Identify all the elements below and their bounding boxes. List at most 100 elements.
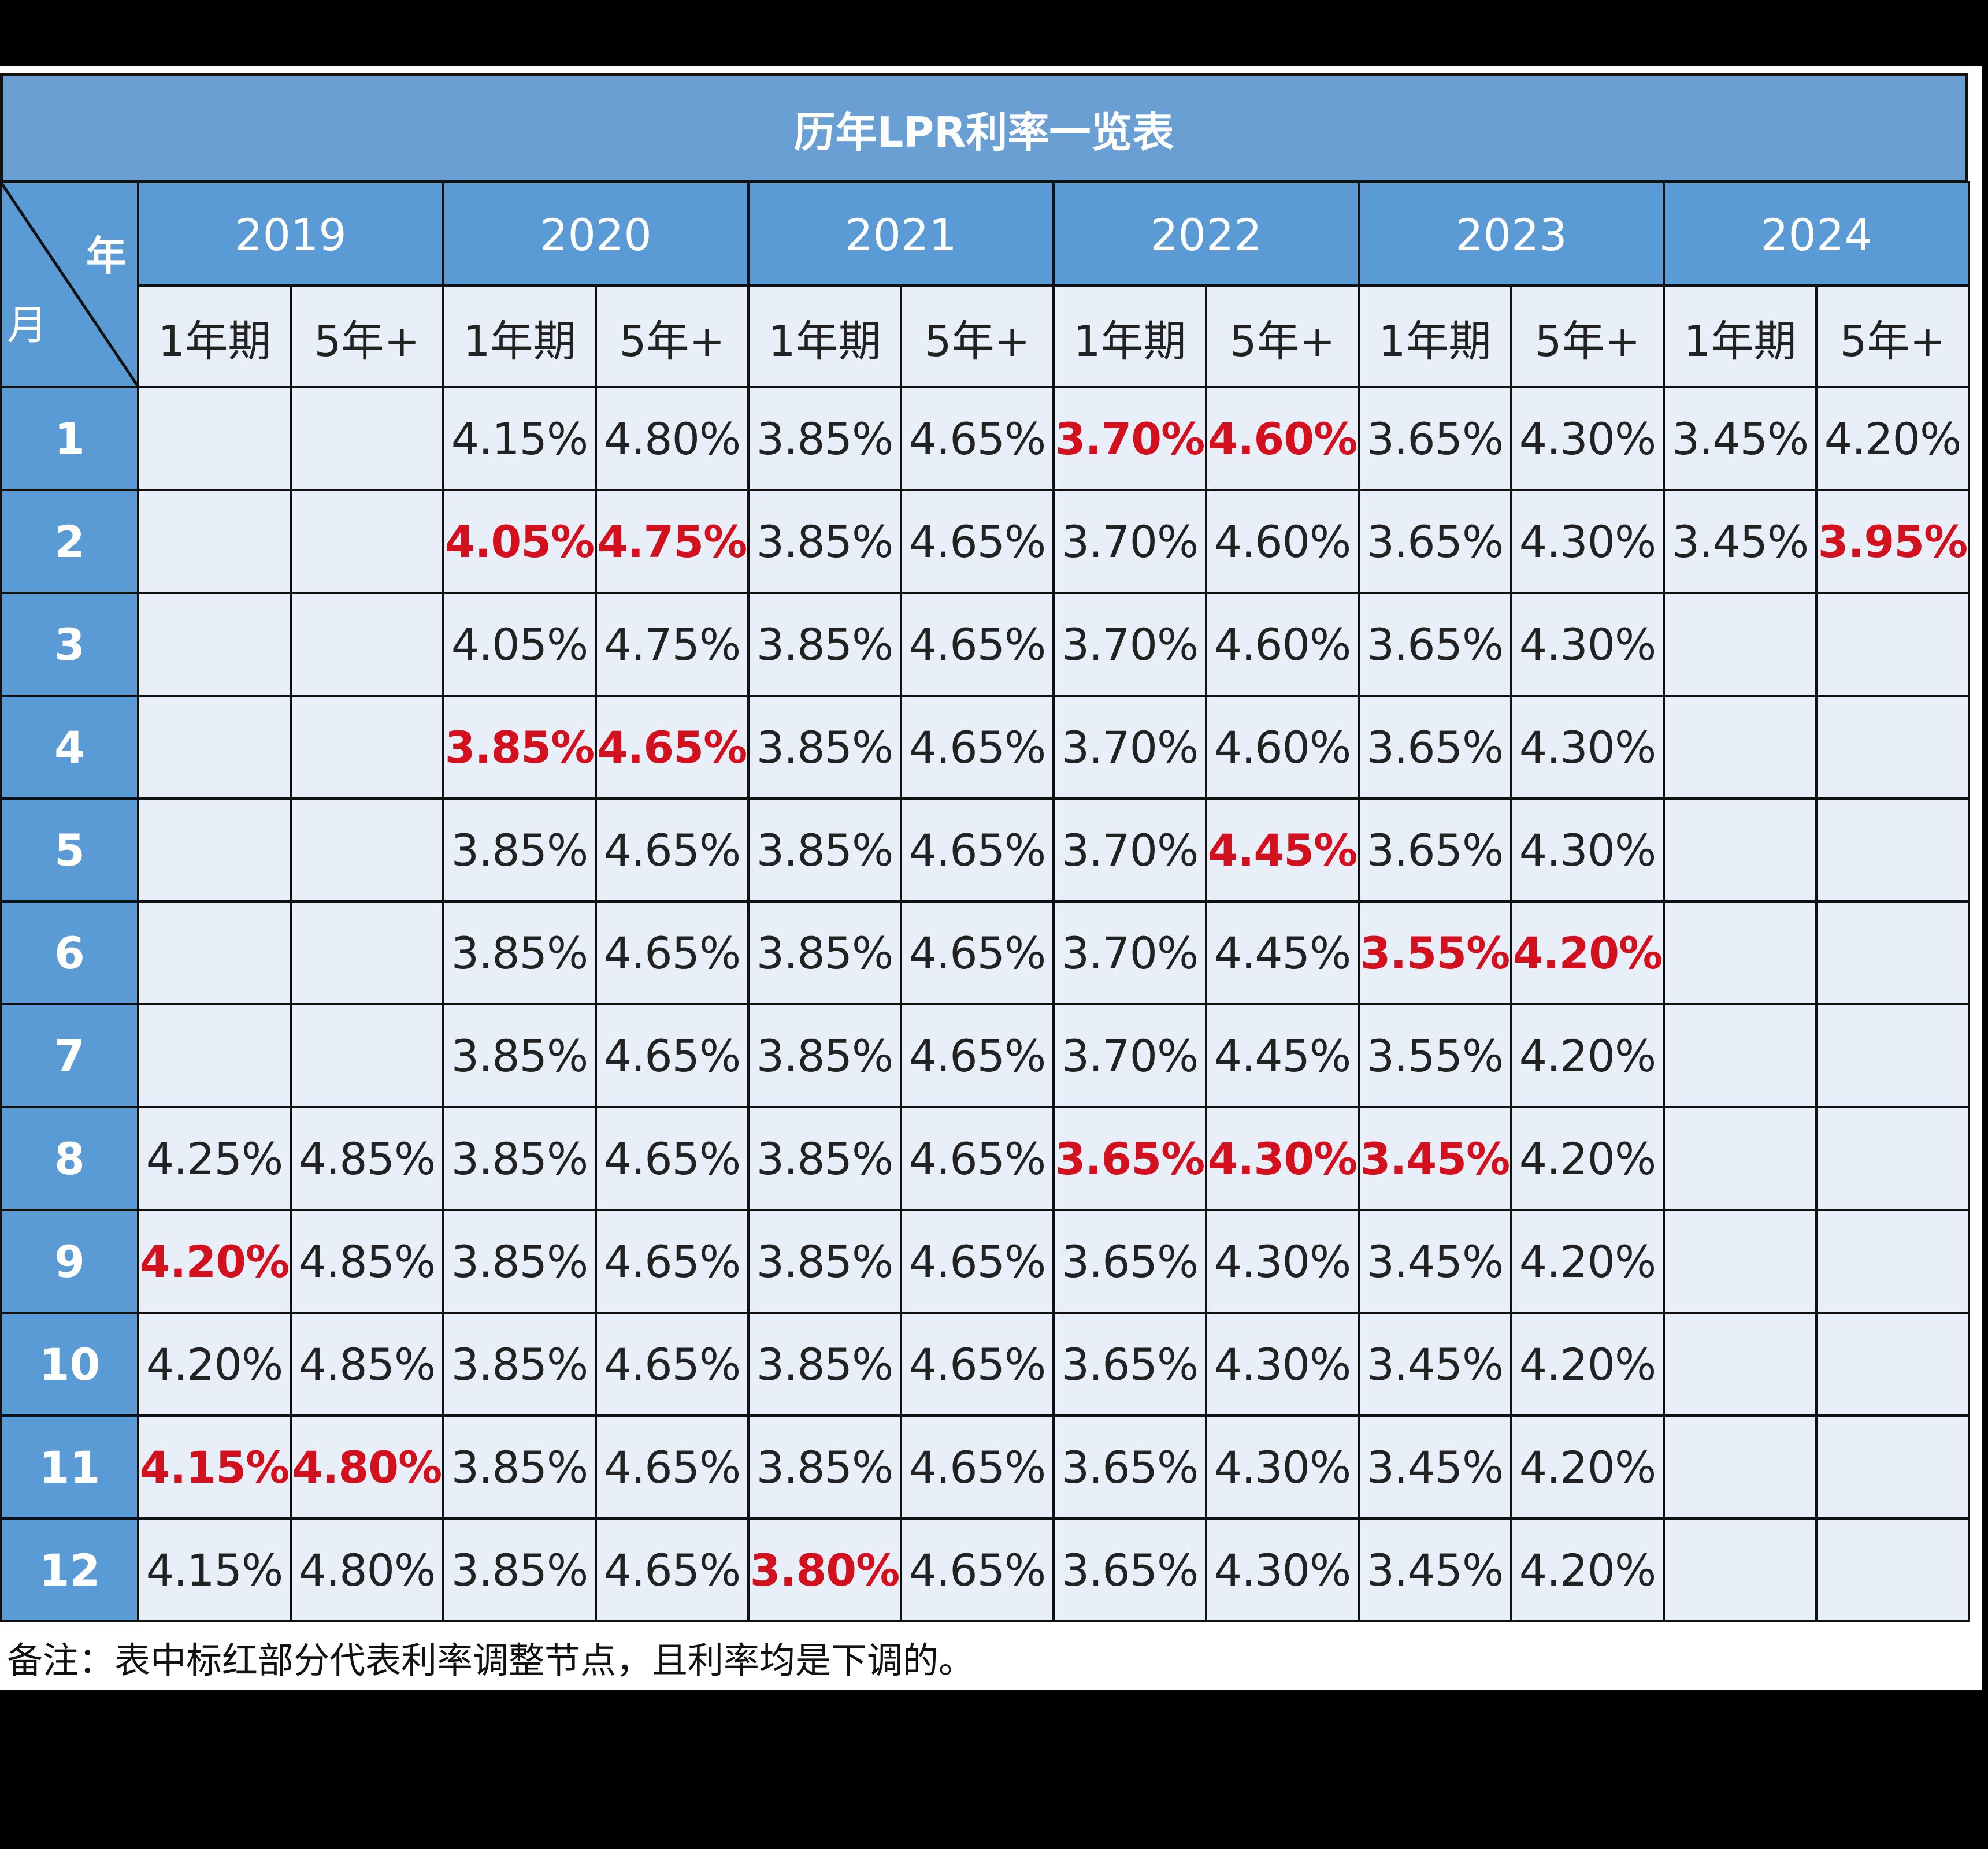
rate-cell: 3.85% [747,1414,902,1520]
rate-cell: 3.85% [442,1414,597,1520]
month-label: 5 [0,797,139,903]
rate-cell: 4.65% [900,592,1055,697]
rate-cell: 3.85% [747,695,902,800]
rate-cell: 3.45% [1663,489,1818,594]
table-title: 历年LPR利率一览表 [0,73,1968,183]
rate-cell: 4.20% [1510,1209,1665,1314]
rate-cell: 4.65% [900,797,1055,903]
empty-cell [290,900,444,1005]
rate-cell: 3.45% [1358,1312,1512,1417]
rate-cell: 3.45% [1358,1517,1512,1622]
rate-cell: 4.25% [137,1106,292,1211]
rate-cell: 3.85% [442,797,597,903]
rate-cell: 4.65% [595,1003,750,1108]
empty-cell [290,797,444,903]
empty-cell [1815,1106,1970,1211]
empty-cell [137,592,292,697]
rate-cell: 4.05% [442,592,597,697]
month-label: 3 [0,592,139,697]
rate-cell: 3.85% [747,489,902,594]
rate-cell: 4.60% [1205,386,1360,491]
empty-cell [1815,900,1970,1005]
rate-cell: 3.45% [1663,386,1818,491]
corner-month: 月 [7,302,47,349]
rate-cell: 4.15% [137,1414,292,1520]
empty-cell [1663,695,1818,800]
rate-cell: 4.85% [290,1106,444,1211]
term-header: 1年期 [1052,284,1207,391]
rate-cell: 4.75% [595,489,750,594]
rate-cell: 4.45% [1205,900,1360,1005]
term-header: 1年期 [1358,284,1512,391]
panel: 历年LPR利率一览表 年 月 2019 1年期 5年+ 2020 1年期 5年+ 2021 1… [0,66,1982,1690]
rate-cell: 4.85% [290,1209,444,1314]
rate-cell: 3.65% [1358,386,1512,491]
rate-cell: 3.85% [442,1106,597,1211]
rate-cell: 4.45% [1205,1003,1360,1108]
term-header: 5年+ [290,284,444,391]
rate-cell: 3.55% [1358,900,1512,1005]
term-header: 5年+ [595,284,750,391]
rate-cell: 4.65% [595,1106,750,1211]
rate-cell: 3.85% [442,1312,597,1417]
rate-cell: 3.85% [747,1209,902,1314]
rate-cell: 4.30% [1205,1414,1360,1520]
rate-cell: 3.70% [1052,797,1207,903]
rate-cell: 3.85% [747,900,902,1005]
rate-cell: 4.20% [1510,900,1665,1005]
rate-cell: 3.85% [442,695,597,800]
empty-cell [290,489,444,594]
rate-cell: 4.65% [900,386,1055,491]
term-header: 5年+ [1205,284,1360,391]
rate-cell: 3.65% [1358,695,1512,800]
term-header: 1年期 [137,284,292,391]
rate-cell: 4.65% [900,1209,1055,1314]
rate-cell: 4.60% [1205,592,1360,697]
rate-cell: 4.65% [595,1312,750,1417]
rate-cell: 3.85% [747,592,902,697]
month-label: 9 [0,1209,139,1314]
rate-cell: 3.65% [1052,1209,1207,1314]
month-label: 4 [0,695,139,800]
empty-cell [290,695,444,800]
month-label: 1 [0,386,139,491]
rate-cell: 3.65% [1358,797,1512,903]
rate-cell: 4.65% [900,1517,1055,1622]
empty-cell [137,386,292,491]
rate-cell: 4.30% [1205,1517,1360,1622]
rate-cell: 4.65% [900,1312,1055,1417]
empty-cell [1815,1003,1970,1108]
month-label: 12 [0,1517,139,1622]
rate-cell: 4.45% [1205,797,1360,903]
empty-cell [1663,1209,1818,1314]
rate-cell: 3.85% [442,900,597,1005]
rate-cell: 4.20% [1510,1414,1665,1520]
rate-cell: 4.15% [442,386,597,491]
empty-cell [1663,592,1818,697]
rate-cell: 4.65% [595,1414,750,1520]
empty-cell [1663,1003,1818,1108]
term-header: 1年期 [1663,284,1818,391]
empty-cell [137,900,292,1005]
rate-cell: 3.70% [1052,695,1207,800]
rate-cell: 3.65% [1358,489,1512,594]
month-label: 2 [0,489,139,594]
rate-cell: 4.30% [1510,797,1665,903]
empty-cell [290,1003,444,1108]
rate-cell: 4.15% [137,1517,292,1622]
term-header: 1年期 [442,284,597,391]
rate-cell: 4.80% [595,386,750,491]
corner-diagonal [2,183,137,386]
rate-cell: 4.80% [290,1517,444,1622]
rate-cell: 3.70% [1052,489,1207,594]
rate-cell: 3.80% [747,1517,902,1622]
empty-cell [1815,1209,1970,1314]
rate-cell: 3.85% [747,386,902,491]
rate-cell: 3.70% [1052,1003,1207,1108]
rate-cell: 4.65% [900,695,1055,800]
empty-cell [137,1003,292,1108]
rate-cell: 3.65% [1358,592,1512,697]
rate-cell: 4.30% [1510,386,1665,491]
rate-cell: 3.70% [1052,900,1207,1005]
